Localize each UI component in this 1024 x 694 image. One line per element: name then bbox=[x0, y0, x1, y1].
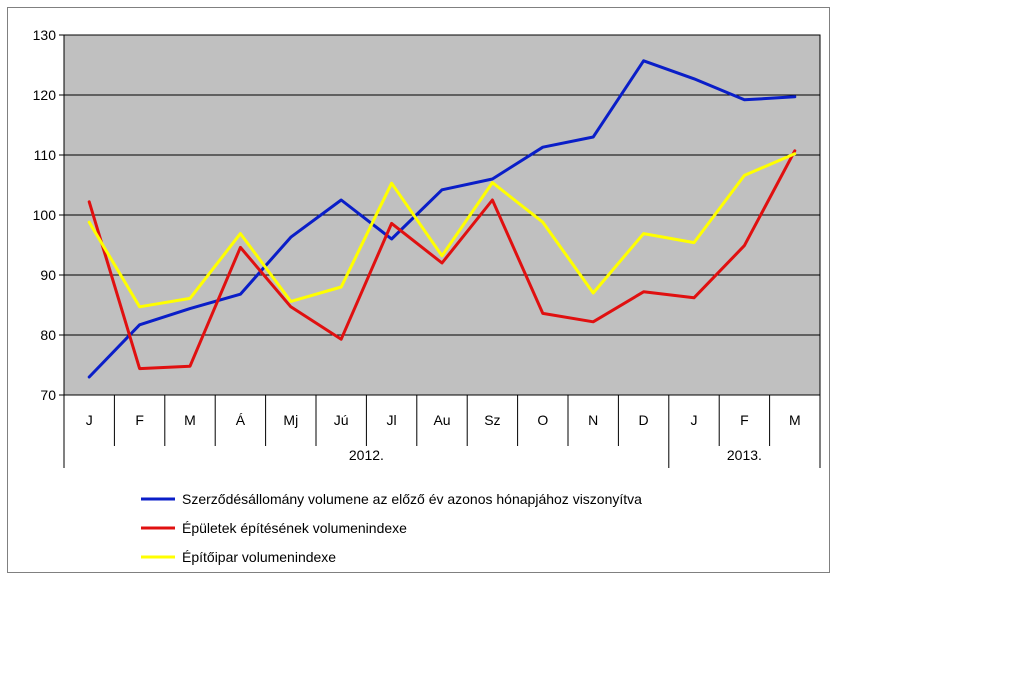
x-tick-label: F bbox=[135, 412, 144, 428]
y-tick-label: 80 bbox=[40, 327, 56, 343]
group-label: 2013. bbox=[727, 447, 762, 463]
x-tick-label: N bbox=[588, 412, 598, 428]
y-tick-label: 120 bbox=[33, 87, 57, 103]
x-tick-label: Mj bbox=[283, 412, 298, 428]
legend-label-3: Építőipar volumenindexe bbox=[182, 549, 336, 565]
chart-frame: 70 80 90 100 110 120 130 J F M Á Mj Jú Jl Au Sz O N D J F M 20… bbox=[7, 7, 830, 573]
x-tick-label: Sz bbox=[484, 412, 500, 428]
x-tick-label: Jl bbox=[387, 412, 397, 428]
plot-border bbox=[63, 34, 821, 396]
x-tick-label: Á bbox=[236, 412, 246, 428]
series-line-3 bbox=[87, 152, 797, 309]
y-tick-label: 100 bbox=[33, 207, 57, 223]
legend-label-2: Épületek építésének volumenindexe bbox=[182, 520, 407, 536]
group-label: 2012. bbox=[349, 447, 384, 463]
y-tick-label: 90 bbox=[40, 267, 56, 283]
x-tick-label: M bbox=[184, 412, 196, 428]
x-tick-label: O bbox=[537, 412, 548, 428]
x-tick-label: D bbox=[639, 412, 649, 428]
y-tick-label: 110 bbox=[34, 147, 57, 163]
x-tick-label: F bbox=[740, 412, 749, 428]
y-tick-label: 70 bbox=[40, 387, 56, 403]
x-tick-label: Au bbox=[433, 412, 450, 428]
x-tick-label: J bbox=[691, 412, 698, 428]
x-tick-label: M bbox=[789, 412, 801, 428]
legend-label-1: Szerződésállomány volumene az előző év a… bbox=[182, 491, 642, 507]
x-tick-label: Jú bbox=[334, 412, 349, 428]
x-tick-label: J bbox=[86, 412, 93, 428]
series-line-1 bbox=[87, 59, 797, 379]
series-line-2 bbox=[87, 149, 797, 371]
y-tick-label: 130 bbox=[33, 27, 57, 43]
line-chart: 70 80 90 100 110 120 130 J F M Á Mj Jú Jl Au Sz O N D J F M 20… bbox=[33, 27, 821, 565]
